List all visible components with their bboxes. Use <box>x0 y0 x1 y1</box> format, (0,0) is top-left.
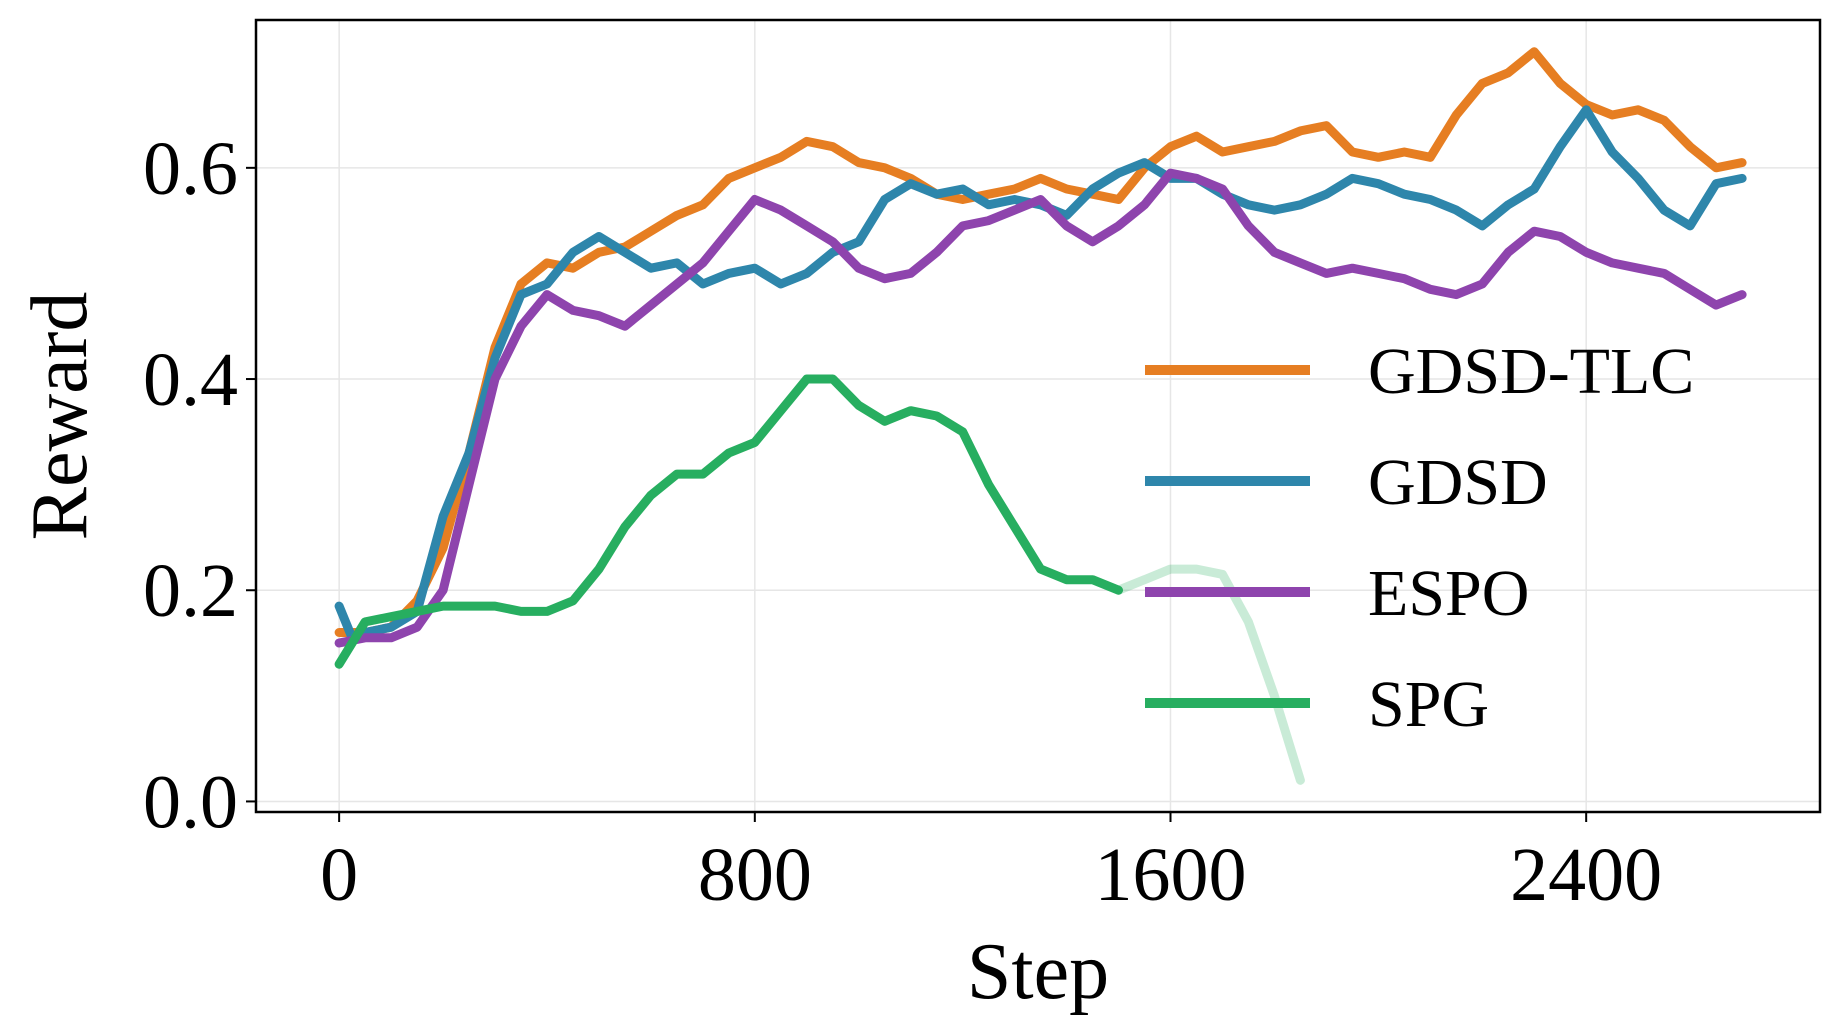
legend-label: SPG <box>1368 668 1489 741</box>
x-axis-label: Step <box>967 928 1109 1016</box>
x-tick-label: 2400 <box>1510 833 1662 917</box>
x-tick-label: 800 <box>698 833 812 917</box>
y-tick-label: 0.4 <box>143 338 238 422</box>
series-line-espo <box>334 168 1747 648</box>
y-tick-label: 0.6 <box>143 127 238 211</box>
series-line-spg-faded <box>1114 564 1305 785</box>
y-axis-label: Reward <box>16 292 104 541</box>
y-tick-label: 0.2 <box>143 549 238 633</box>
grid-layer <box>256 20 1820 812</box>
legend-label: ESPO <box>1368 557 1529 630</box>
x-tick-label: 0 <box>320 833 358 917</box>
plot-frame <box>254 18 1822 814</box>
series-layer <box>334 47 1747 785</box>
legend-label: GDSD <box>1368 446 1548 519</box>
series-line-gdsd-tlc <box>334 47 1747 637</box>
y-tick-label: 0.0 <box>143 760 238 844</box>
tick-layer: 0 800 1600 2400 0.0 0.2 0.4 0.6 <box>143 127 1662 917</box>
legend: GDSD-TLC GDSD ESPO SPG <box>1145 335 1694 741</box>
legend-label: GDSD-TLC <box>1368 335 1694 408</box>
series-line-spg <box>334 374 1123 669</box>
x-tick-label: 1600 <box>1094 833 1246 917</box>
